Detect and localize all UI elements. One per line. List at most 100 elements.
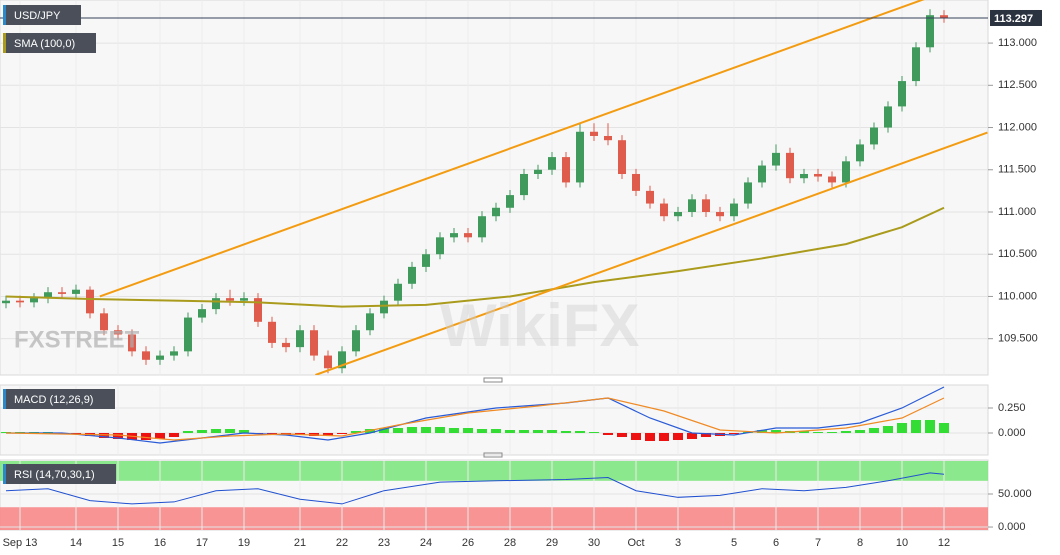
series-line bbox=[5, 206, 945, 308]
y-tick-label: 110.500 bbox=[998, 248, 1037, 260]
histogram-bar bbox=[645, 433, 655, 441]
candle-body bbox=[30, 298, 38, 303]
histogram-bar bbox=[575, 431, 585, 433]
candle-body bbox=[814, 173, 822, 177]
histogram-bar bbox=[603, 433, 613, 435]
series-line bbox=[6, 386, 945, 444]
candle-body bbox=[828, 176, 836, 183]
panel-resize-handle bbox=[483, 377, 503, 383]
histogram-bar bbox=[561, 431, 571, 433]
x-tick-label: Sep 13 bbox=[3, 537, 38, 549]
x-tick-label: 28 bbox=[504, 537, 516, 549]
histogram-bar bbox=[813, 432, 823, 433]
candle-body bbox=[450, 233, 458, 238]
candle-body bbox=[856, 144, 864, 162]
candle-body bbox=[912, 47, 920, 82]
x-tick-label: 23 bbox=[378, 537, 390, 549]
candle-body bbox=[590, 131, 598, 136]
histogram-bar bbox=[211, 429, 221, 433]
histogram-bar bbox=[463, 428, 473, 433]
x-tick-label: 5 bbox=[731, 537, 737, 549]
series-line bbox=[5, 397, 945, 441]
candle-body bbox=[282, 342, 290, 348]
histogram-bar bbox=[113, 433, 123, 439]
candle-body bbox=[324, 355, 332, 369]
y-tick-label: 0.000 bbox=[998, 427, 1026, 439]
rsi-band bbox=[0, 507, 988, 530]
histogram-bar bbox=[71, 433, 81, 434]
panel bbox=[0, 0, 988, 375]
candle-body bbox=[464, 233, 472, 238]
histogram-bar bbox=[855, 430, 865, 433]
y-tick-label: 0.000 bbox=[998, 521, 1026, 533]
histogram-bar bbox=[239, 430, 249, 433]
histogram-bar bbox=[99, 433, 109, 438]
x-tick-label: 19 bbox=[238, 537, 250, 549]
histogram-bar bbox=[687, 433, 697, 439]
candle-body bbox=[226, 298, 234, 301]
series-line bbox=[99, 0, 925, 298]
candle-body bbox=[604, 135, 612, 141]
candle-body bbox=[380, 300, 388, 314]
x-tick-label: 30 bbox=[588, 537, 600, 549]
candle-body bbox=[870, 127, 878, 145]
candle-body bbox=[772, 152, 780, 166]
x-tick-label: 22 bbox=[336, 537, 348, 549]
histogram-bar bbox=[939, 423, 949, 433]
y-tick-label: 0.250 bbox=[998, 402, 1026, 414]
histogram-bar bbox=[617, 433, 627, 437]
x-tick-label: 17 bbox=[196, 537, 208, 549]
candle-body bbox=[884, 106, 892, 128]
candle-body bbox=[548, 157, 556, 170]
y-tick-label: 113.000 bbox=[998, 37, 1037, 49]
candle-body bbox=[800, 173, 808, 179]
candle-body bbox=[352, 330, 360, 352]
candle-body bbox=[198, 309, 206, 318]
candle-body bbox=[422, 254, 430, 267]
y-tick-label: 50.000 bbox=[998, 488, 1032, 500]
candle-body bbox=[212, 298, 220, 310]
histogram-bar bbox=[407, 427, 417, 433]
x-tick-label: 29 bbox=[546, 537, 558, 549]
legend-box bbox=[3, 464, 116, 484]
y-tick-label: 111.000 bbox=[998, 206, 1036, 218]
candle-body bbox=[44, 292, 52, 299]
legend-title: RSI (14,70,30,1) bbox=[14, 469, 95, 481]
histogram-bar bbox=[869, 428, 879, 433]
candle-body bbox=[492, 207, 500, 217]
series-line bbox=[315, 131, 988, 375]
candle-body bbox=[674, 211, 682, 217]
histogram-bar bbox=[757, 430, 767, 433]
panel-background bbox=[0, 384, 989, 456]
legend-marker bbox=[3, 33, 6, 53]
candle-body bbox=[534, 169, 542, 174]
candle-body bbox=[632, 173, 640, 191]
candle-body bbox=[86, 289, 94, 314]
candle-body bbox=[184, 317, 192, 352]
x-tick-label: 8 bbox=[857, 537, 863, 549]
legend-box bbox=[3, 5, 81, 25]
x-tick-label: Oct bbox=[627, 537, 644, 549]
candle-body bbox=[408, 266, 416, 284]
legend-box bbox=[3, 33, 96, 53]
panel-resize-handle bbox=[483, 452, 503, 458]
x-tick-label: 7 bbox=[815, 537, 821, 549]
candle-body bbox=[436, 237, 444, 255]
candle-body bbox=[142, 351, 150, 360]
panel bbox=[0, 385, 988, 455]
y-tick-label: 111.500 bbox=[998, 164, 1036, 176]
candle-body bbox=[506, 195, 514, 208]
candle-body bbox=[16, 300, 24, 303]
candle-body bbox=[254, 298, 262, 322]
x-tick-label: 16 bbox=[154, 537, 166, 549]
histogram-bar bbox=[505, 430, 515, 433]
x-tick-label: 6 bbox=[773, 537, 779, 549]
candle-body bbox=[758, 165, 766, 183]
candle-body bbox=[618, 140, 626, 174]
legend-marker bbox=[3, 389, 6, 409]
candle-body bbox=[156, 355, 164, 360]
histogram-bar bbox=[799, 431, 809, 433]
candle-body bbox=[716, 211, 724, 217]
legend-entry: SMA (100,0) bbox=[14, 38, 75, 50]
